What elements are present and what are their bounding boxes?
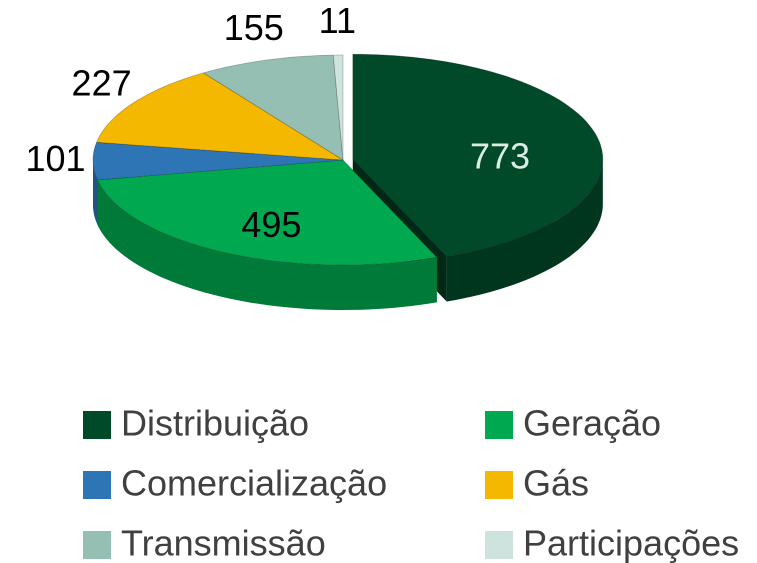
slice-side xyxy=(93,160,98,225)
legend-swatch xyxy=(485,471,513,499)
slice-side xyxy=(446,159,603,302)
value-label: 227 xyxy=(72,62,132,103)
slice xyxy=(332,54,344,161)
slice xyxy=(92,141,344,181)
legend-label: Participações xyxy=(523,523,739,563)
legend-label: Distribuição xyxy=(121,403,309,444)
legend-label: Comercialização xyxy=(121,463,387,504)
slice xyxy=(202,54,344,161)
value-label: 773 xyxy=(470,136,530,177)
value-label: 495 xyxy=(241,204,301,245)
legend-label: Transmissão xyxy=(121,523,326,563)
value-label: 11 xyxy=(319,0,356,41)
slice xyxy=(96,159,438,266)
slice-side-shade xyxy=(446,159,603,302)
legend-swatch xyxy=(83,471,111,499)
legend-label: Geração xyxy=(523,403,661,444)
slice xyxy=(96,72,344,161)
slice xyxy=(352,53,604,257)
value-label: 155 xyxy=(224,7,284,48)
legend-swatch xyxy=(485,531,513,559)
legend-swatch xyxy=(83,531,111,559)
legend-swatch xyxy=(83,411,111,439)
slice-side xyxy=(97,179,437,310)
legend-swatch xyxy=(485,411,513,439)
legend-label: Gás xyxy=(523,463,589,504)
slice-side-shade xyxy=(93,160,98,225)
slice-side-shade xyxy=(97,179,437,310)
value-label: 101 xyxy=(25,138,85,179)
